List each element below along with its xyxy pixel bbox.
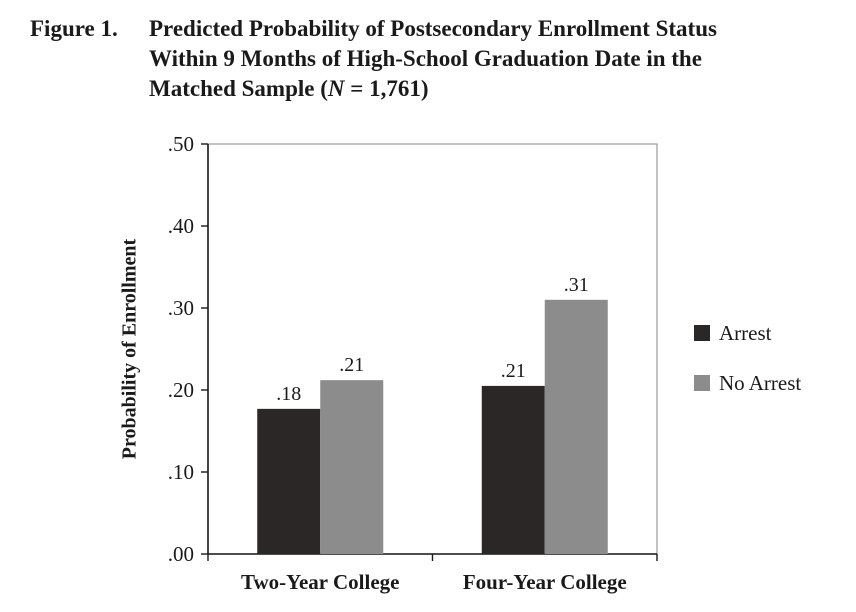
title-line-1: Predicted Probability of Postsecondary E… [149, 16, 717, 41]
data-label: .31 [564, 274, 589, 296]
y-tick-label: .20 [168, 378, 194, 402]
figure-title: Predicted Probability of Postsecondary E… [149, 14, 717, 104]
title-line-2: Within 9 Months of High-School Graduatio… [149, 46, 702, 71]
y-tick-label: .10 [168, 460, 194, 484]
title-line-3-pre: Matched Sample ( [149, 76, 328, 101]
y-tick-label: .00 [168, 542, 194, 566]
data-label: .18 [276, 383, 301, 405]
title-line-3-post: = 1,761) [344, 76, 429, 101]
legend-swatch [694, 325, 710, 341]
data-label: .21 [501, 360, 526, 382]
bar [320, 380, 384, 554]
title-line-3: Matched Sample (N = 1,761) [149, 74, 717, 104]
y-tick-label: .40 [168, 214, 194, 238]
legend-item: No Arrest [694, 370, 801, 396]
y-axis-label: Probability of Enrollment [118, 238, 141, 460]
legend-swatch [694, 375, 710, 391]
bar [481, 385, 545, 554]
bar [257, 408, 321, 554]
legend: Arrest No Arrest [694, 320, 801, 420]
legend-item: Arrest [694, 320, 801, 346]
y-tick-label: .30 [168, 296, 194, 320]
x-tick-label: Four-Year College [463, 570, 627, 594]
y-tick-label: .50 [168, 132, 194, 156]
legend-label: Arrest [719, 320, 772, 345]
title-n-symbol: N [327, 76, 345, 101]
data-label: .21 [339, 354, 364, 376]
x-tick-label: Two-Year College [241, 570, 399, 594]
bar [544, 299, 608, 554]
legend-label: No Arrest [719, 370, 802, 395]
figure-label: Figure 1. [30, 16, 118, 41]
